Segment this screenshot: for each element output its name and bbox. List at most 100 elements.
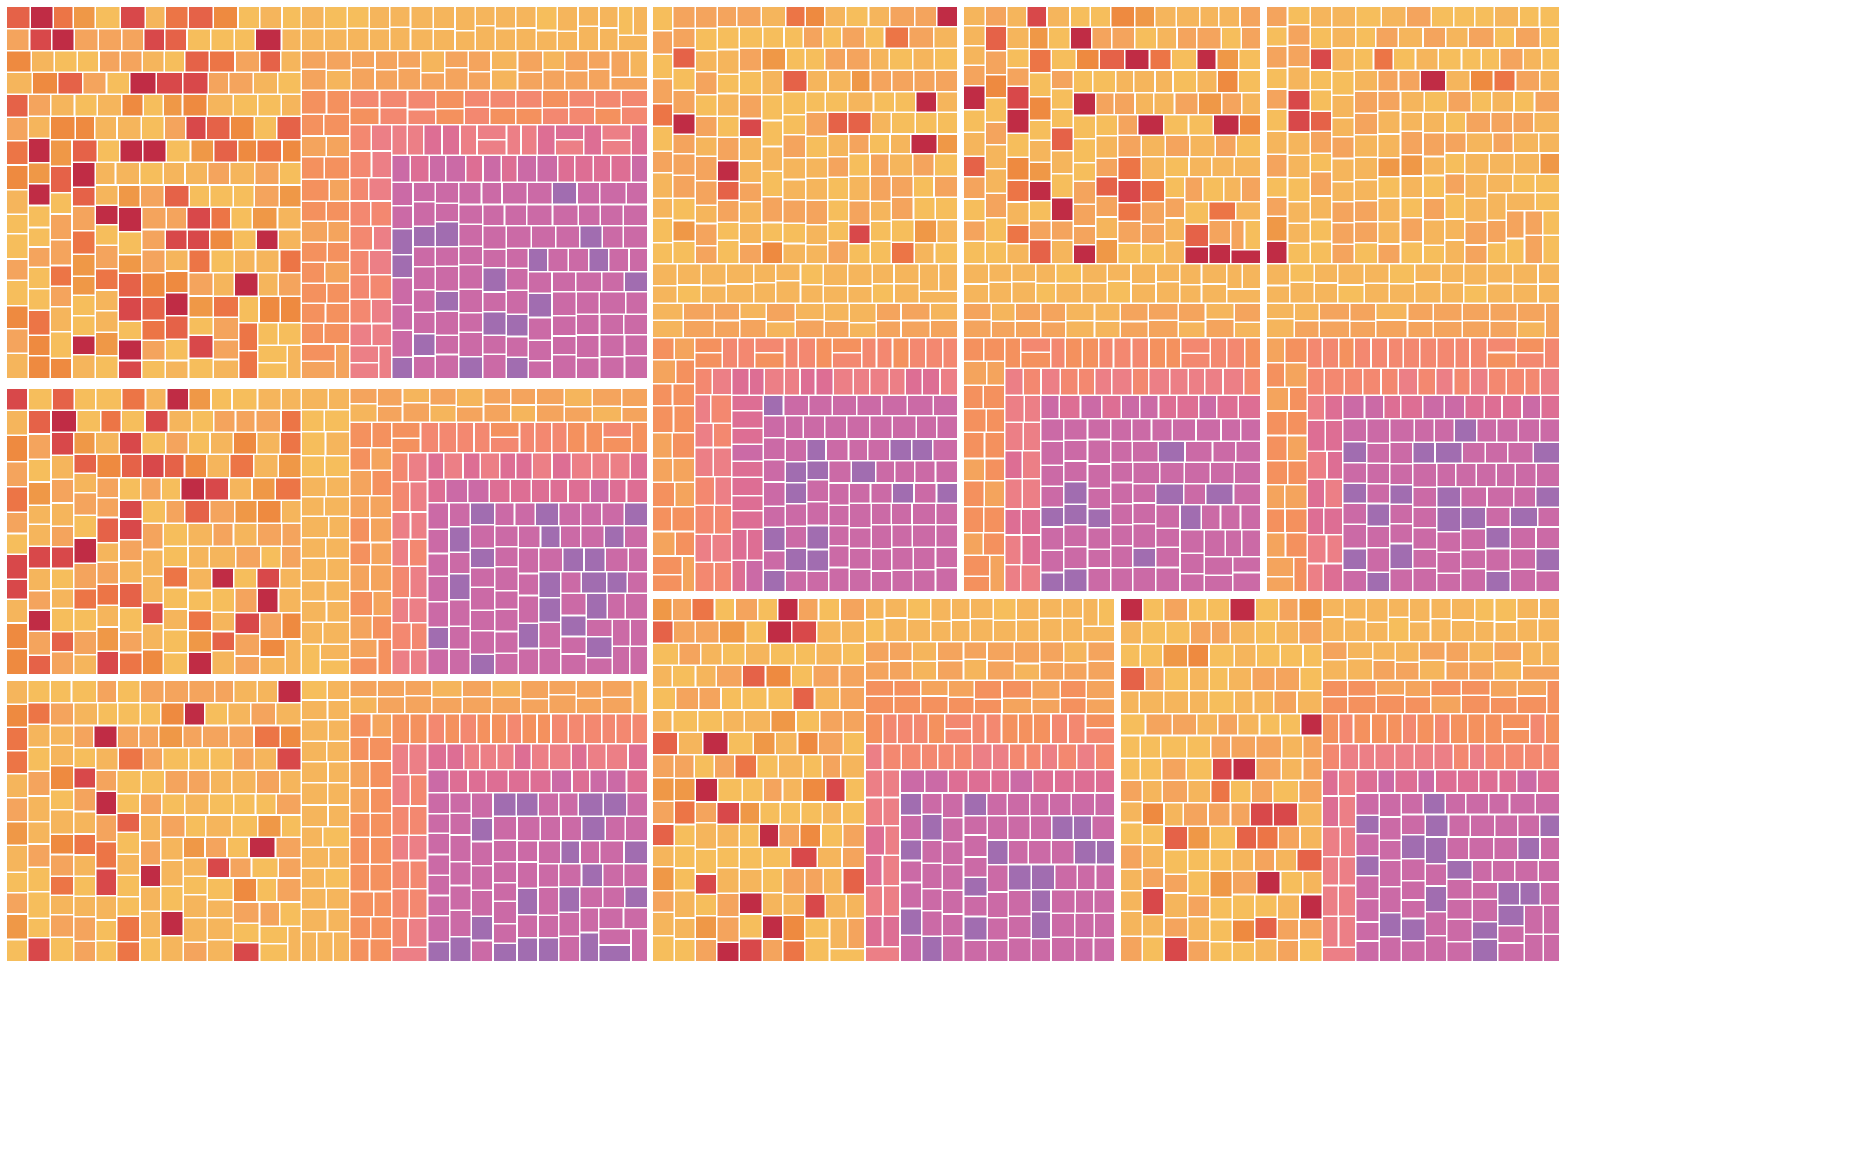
treemap-cell [899,881,923,910]
treemap-cell [457,288,484,314]
treemap-cell [1321,695,1349,715]
treemap-cell [1421,394,1445,420]
treemap-cell [1518,5,1541,29]
treemap-cell [227,724,255,749]
treemap-cell [159,701,186,727]
treemap-cell [1486,351,1518,370]
treemap-cell [738,160,763,184]
treemap-cell [1399,240,1424,265]
treemap-cell [1284,507,1308,534]
treemap-cell [1089,5,1112,29]
treemap-cell [1523,367,1542,397]
treemap-cell [576,181,601,206]
treemap-cell [1363,394,1385,420]
treemap-cell [462,742,481,771]
treemap-cell [1353,156,1379,181]
treemap-cell [94,161,117,186]
treemap-cell [801,777,827,803]
treemap-cell [888,47,914,71]
treemap-cell [1299,893,1324,920]
treemap-cell [814,367,835,397]
treemap-cell [1298,918,1324,941]
treemap-cell [1400,899,1426,920]
treemap-cell [1399,90,1425,114]
treemap-cell [1463,394,1485,420]
treemap-cell [672,89,696,115]
treemap-cell [326,679,351,701]
treemap-cell [651,285,678,305]
treemap-cell [817,731,845,756]
treemap-cell [962,506,985,534]
treemap-cell [677,642,702,667]
treemap-cell [890,69,915,93]
treemap-cell [562,546,585,573]
treemap-cell [718,619,747,645]
treemap-cell [838,664,866,689]
treemap-cell [1283,483,1308,510]
treemap-cell [300,454,326,478]
treemap-cell [1030,911,1052,940]
treemap-cell [448,625,472,650]
treemap-cell [983,479,1006,508]
treemap-cell [899,838,923,862]
treemap-cell [390,859,411,890]
treemap-cell [300,5,326,30]
treemap-cell [537,886,560,917]
treemap-cell [349,787,371,815]
treemap-cell [1491,131,1514,154]
treemap-cell [322,322,351,345]
treemap-cell [141,622,165,651]
treemap-cell [899,814,923,841]
treemap-cell [907,26,935,49]
treemap-cell [349,446,372,472]
treemap-cell [212,271,236,298]
treemap-cell [1050,888,1077,915]
treemap-cell [326,241,351,264]
treemap-cell [1147,319,1180,339]
treemap-cell [1007,863,1032,892]
treemap-cell [1324,394,1344,422]
treemap-cell [422,124,443,157]
treemap-cell [406,124,425,157]
treemap-cell [227,701,252,727]
treemap-cell [390,511,412,540]
treemap-cell [1155,566,1181,593]
treemap-cell [516,154,538,183]
treemap-cell [94,289,120,312]
treemap-cell [349,200,372,228]
treemap-cell [1353,220,1379,244]
treemap-cell [575,291,601,316]
treemap-cell [1355,26,1377,49]
treemap-cell [848,482,872,504]
treemap-cell [1009,769,1034,794]
treemap-cell [730,394,765,412]
treemap-cell [1203,556,1234,577]
treemap-cell [598,333,626,358]
treemap-cell [716,221,741,242]
treemap-cell [1240,92,1262,116]
treemap-cell [419,421,440,454]
treemap-cell [1255,870,1282,896]
treemap-cell [570,451,593,481]
treemap-cell [183,50,211,74]
treemap-cell [1488,320,1519,339]
treemap-cell [530,224,557,250]
treemap-cell [1341,461,1368,485]
treemap-cell [622,313,649,336]
treemap-cell [890,219,915,244]
treemap-cell [730,476,765,497]
treemap-cell [694,367,714,396]
treemap-cell [349,614,374,641]
treemap-cell [505,713,523,745]
treemap-cell [1324,419,1344,452]
treemap-cell [675,358,696,385]
treemap-cell [369,812,393,838]
treemap-cell [1039,464,1065,487]
treemap-cell [1141,801,1165,826]
treemap-cell [1288,281,1316,305]
treemap-cell [888,640,914,662]
treemap-cell [1443,218,1466,241]
treemap-cell [1484,506,1512,528]
treemap-cell [741,777,764,803]
treemap-cell [140,228,166,251]
